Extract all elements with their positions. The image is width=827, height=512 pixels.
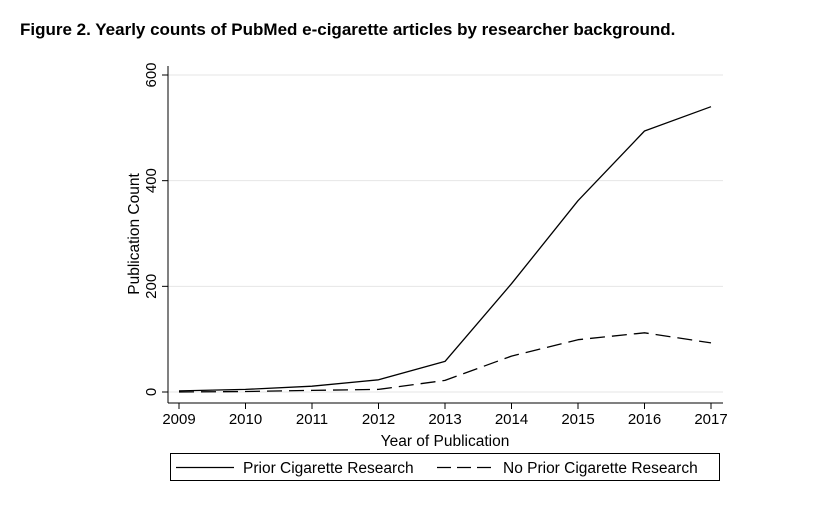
x-tick-label-2015: 2015: [561, 411, 594, 428]
figure-title: Figure 2. Yearly counts of PubMed e-ciga…: [20, 20, 676, 39]
legend-box: [170, 453, 720, 481]
legend-label-prior: Prior Cigarette Research: [243, 460, 414, 477]
y-tick-label-600: 600: [143, 62, 160, 87]
x-tick-label-2012: 2012: [362, 411, 395, 428]
x-tick-label-2014: 2014: [495, 411, 528, 428]
series-lines: [178, 106, 712, 393]
gridlines: [168, 74, 723, 393]
x-tick-label-2009: 2009: [162, 411, 195, 428]
x-tick-label-2011: 2011: [296, 411, 328, 428]
y-axis-ticks: 0 200 400 600: [143, 62, 168, 396]
y-tick-label-400: 400: [143, 168, 160, 193]
y-tick-label-0: 0: [143, 388, 160, 396]
y-tick-label-200: 200: [143, 274, 160, 299]
legend: Prior Cigarette Research No Prior Cigare…: [170, 453, 720, 481]
x-tick-label-2016: 2016: [628, 411, 661, 428]
series-line-prior: [178, 106, 712, 392]
series-line-no-prior: [178, 332, 712, 393]
x-tick-label-2017: 2017: [694, 411, 727, 428]
legend-label-no-prior: No Prior Cigarette Research: [503, 460, 698, 477]
x-axis-title: Year of Publication: [381, 433, 510, 450]
y-axis-title: Publication Count: [126, 173, 143, 295]
x-tick-label-2013: 2013: [428, 411, 461, 428]
x-axis-ticks: 2009 2010 2011 2012 2013 2014 2015 2016 2017: [162, 403, 728, 428]
x-tick-label-2010: 2010: [229, 411, 262, 428]
